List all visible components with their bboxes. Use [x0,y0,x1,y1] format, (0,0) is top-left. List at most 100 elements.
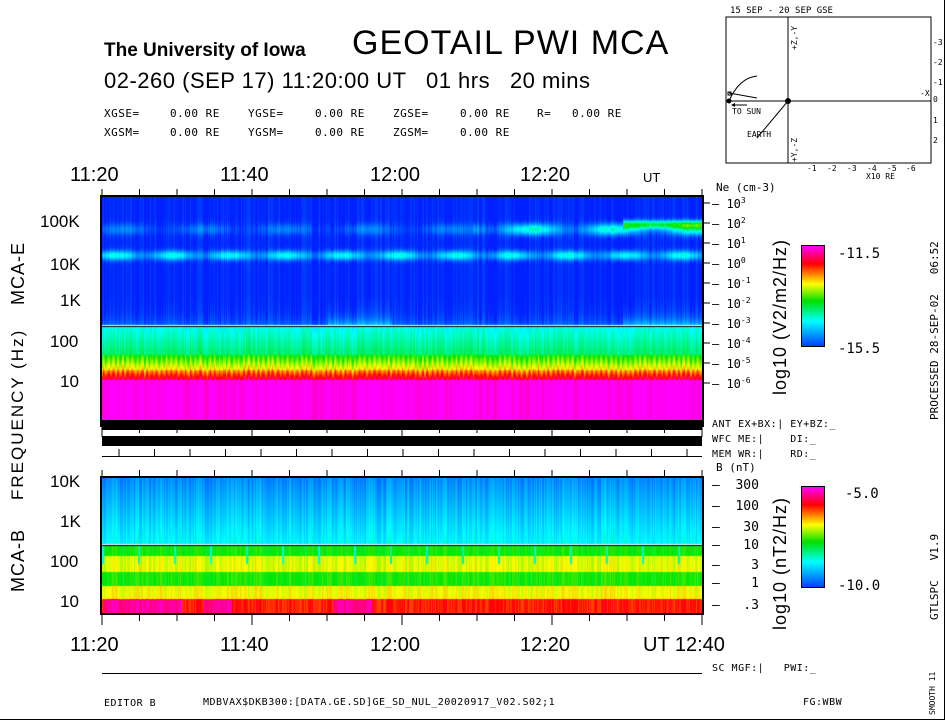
ne-tick: – 10-3 [712,316,751,331]
mca-e-colorbar [801,245,825,347]
wfc-status: WFC ME:| DI:_ [712,434,817,445]
frequency-axis-label: FREQUENCY (Hz) [8,328,27,500]
ne-tick: – 10-5 [712,356,751,371]
r-value: 0.00 RE [572,107,622,120]
earth-label: EARTH [747,130,772,139]
y-tick: -1 [933,78,943,87]
ne-tick: – 102 [712,216,746,231]
time-tick: 11:40 [220,164,269,186]
ut-label: UT [643,170,661,185]
b-tick: – 100 [712,499,759,514]
x-tick: -3 [847,164,857,173]
time-tick: 11:20 [70,634,119,656]
zgse-label: ZGSE= [393,107,429,120]
ygse-label: YGSE= [248,107,284,120]
ne-tick: – 100 [712,256,746,271]
ygsm-value: 0.00 RE [315,126,365,139]
sc-status-line [102,673,702,674]
fg-label: FG:WBW [803,697,843,708]
orbit-plot [725,16,932,164]
colorbar-max: -5.0 [845,486,879,502]
ne-tick: – 10-6 [712,376,751,391]
mca-b-colorbar [801,486,825,588]
mem-status: MEM WR:| RD:_ [712,449,817,460]
y-tick: 2 [933,136,938,145]
editor-label: EDITOR B [104,698,157,709]
ant-status: ANT EX+BX:| EY+BZ:_ [712,419,836,430]
processed-label: PROCESSED 28-SEP-02 06:52 [928,241,941,420]
x-tick: -1 [807,164,817,173]
freq-tick: 1K [60,291,81,310]
r-label: R= [537,107,552,120]
ant-status-bar [102,420,702,430]
zgsm-label: ZGSM= [393,126,429,139]
orbit-track [728,75,758,102]
ne-tick: – 101 [712,236,746,251]
institution: The University of Iowa [104,40,306,61]
ne-tick: – 103 [712,196,746,211]
smooth-label: SMOOTH 11 [928,671,937,715]
orbit-title: 15 SEP - 20 SEP GSE [730,6,833,16]
b-tick: – .3 [712,598,759,613]
zgse-value: 0.00 RE [460,107,510,120]
b-tick: – 10 [712,538,759,553]
mem-status-line [102,456,702,457]
freq-tick: 1K [60,512,81,531]
time-tick: 12:00 [370,164,421,186]
colorbar-max: -11.5 [838,246,881,262]
mca-e-spectrogram [102,197,702,425]
wfc-status-bar [102,436,702,446]
time-tick: 11:40 [220,634,269,656]
time-tick: 11:20 [70,164,119,186]
time-tick: 12:20 [520,634,571,656]
y-tick: -3 [933,38,943,47]
xgsm-label: XGSM= [104,126,140,139]
freq-tick: 10 [60,372,79,391]
x-unit-label: X10 RE [866,172,895,181]
ne-tick: – 10-1 [712,276,751,291]
mca-b-label: MCA-B [8,529,28,592]
sc-status: SC MGF:| PWI:_ [712,663,817,674]
mca-b-colorbar-label: log10 (nT2/Hz) [770,496,790,630]
b-tick: – 30 [712,520,759,535]
freq-tick: 100 [50,332,79,351]
minus-x-label: -X [920,89,930,98]
file-path: MDBVAX$DKB300:[DATA.GE.SD]GE_SD_NUL_2002… [203,697,556,708]
y-tick: 0 [933,95,938,104]
y-tick: 1 [933,116,938,125]
x-tick: -4 [867,164,877,173]
xgse-label: XGSE= [104,107,140,120]
freq-tick: 10K [50,472,81,491]
time-tick: 12:00 [370,634,421,656]
freq-tick: 10 [60,592,79,611]
x-tick: -5 [887,164,897,173]
page-title: GEOTAIL PWI MCA [352,24,670,62]
ne-tick: – 10-4 [712,336,751,351]
b-tick: – 300 [712,478,759,493]
mca-e-colorbar-label: log10 (V2/m2/Hz) [770,238,790,395]
freq-tick: 100 [50,552,79,571]
b-tick: – 3 [712,558,759,573]
time-end-label: UT 12:40 [643,634,725,656]
ygsm-label: YGSM= [248,126,284,139]
xgse-value: 0.00 RE [170,107,220,120]
date-line: 02-260 (SEP 17) 11:20:00 UT 01 hrs 20 mi… [104,68,591,93]
mca-b-spectrogram [102,478,702,613]
colorbar-min: -10.0 [838,578,881,594]
xgsm-value: 0.00 RE [170,126,220,139]
x-tick: -6 [906,164,916,173]
b-tick: – 1 [712,576,759,591]
b-axis-label: B (nT) [716,461,756,474]
time-tick: 12:20 [520,164,571,186]
freq-tick: 10K [50,255,81,274]
colorbar-min: -15.5 [838,341,881,357]
ne-tick: – 10-2 [712,296,751,311]
version-label: GTLSPC V1.9 [928,533,941,620]
ne-axis-label: Ne (cm-3) [716,181,776,194]
mca-b-panel [100,476,704,615]
y-tick: -2 [933,58,943,67]
freq-tick: 100K [40,212,80,231]
mca-e-label: MCA-E [8,242,28,305]
zgsm-value: 0.00 RE [460,126,510,139]
